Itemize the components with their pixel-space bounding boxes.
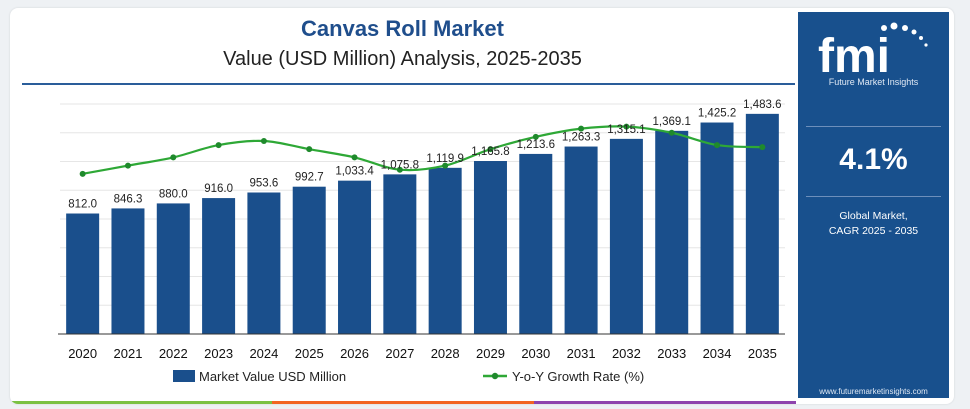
- bar: [338, 180, 372, 334]
- x-tick-label: 2031: [567, 346, 596, 361]
- bar-value-label: 953.6: [250, 177, 279, 189]
- x-tick-label: 2023: [204, 346, 233, 361]
- x-tick-label: 2034: [703, 346, 732, 361]
- cagr-label-line1: Global Market,: [839, 210, 908, 222]
- x-tick-label: 2032: [612, 346, 641, 361]
- bar: [519, 153, 553, 334]
- bar-value-label: 1,119.9: [426, 153, 464, 165]
- bar-value-label: 1,483.6: [743, 99, 781, 111]
- x-tick-label: 2033: [657, 346, 686, 361]
- website-url[interactable]: www.futuremarketinsights.com: [819, 387, 928, 396]
- x-tick-label: 2030: [521, 346, 550, 361]
- cagr-label-line2: CAGR 2025 - 2035: [828, 225, 919, 237]
- brand-logo: fmi Future Market Insights: [808, 20, 939, 92]
- legend-bar-swatch: [173, 370, 195, 382]
- growth-rate-point: [215, 142, 222, 149]
- bar: [655, 130, 689, 334]
- growth-rate-point: [396, 166, 403, 173]
- growth-rate-point: [79, 170, 86, 177]
- accent-strip-purple: [534, 401, 796, 404]
- cagr-value: 4.1%: [839, 143, 908, 176]
- bar: [247, 192, 281, 334]
- x-tick-label: 2026: [340, 346, 369, 361]
- accent-strip-green: [10, 401, 272, 404]
- panel-divider-middle: [806, 196, 941, 197]
- chart-title: Canvas Roll Market: [301, 16, 504, 41]
- x-tick-label: 2025: [295, 346, 324, 361]
- chart-card: Canvas Roll Market Value (USD Million) A…: [10, 8, 954, 404]
- growth-rate-point: [487, 146, 494, 153]
- chart-header: Canvas Roll Market Value (USD Million) A…: [10, 8, 795, 86]
- chart-area: 812.0 846.3 880.0 916.0 953.6 992.7 1,033.4 1,0…: [58, 99, 785, 384]
- x-tick-label: 2028: [431, 346, 460, 361]
- header-divider: [22, 83, 795, 85]
- growth-rate-line: [82, 125, 763, 175]
- x-tick-label: 2020: [68, 346, 97, 361]
- x-tick-label: 2029: [476, 346, 505, 361]
- bar: [428, 167, 462, 334]
- logo-text: fmi: [818, 30, 890, 76]
- growth-rate-point: [759, 144, 766, 151]
- bar-value-label: 880.0: [159, 188, 188, 200]
- growth-rate-point: [714, 142, 721, 149]
- bar-value-label: 1,033.4: [335, 166, 374, 178]
- panel-divider-top: [806, 126, 941, 127]
- bar-value-label: 1,213.6: [517, 139, 555, 151]
- bar: [66, 213, 100, 334]
- bar-value-label: 1,369.1: [653, 116, 691, 128]
- bar-value-label: 1,165.8: [471, 146, 509, 158]
- x-tick-label: 2021: [114, 346, 143, 361]
- bar: [700, 122, 734, 334]
- bar: [383, 174, 417, 334]
- bar-value-label: 1,425.2: [698, 108, 736, 120]
- x-tick-label: 2024: [249, 346, 278, 361]
- growth-rate-point: [623, 123, 630, 130]
- growth-rate-point: [124, 162, 131, 169]
- growth-rate-point: [351, 154, 358, 161]
- cagr-label: Global Market, CAGR 2025 - 2035: [798, 209, 949, 239]
- bar-value-label: 916.0: [204, 183, 233, 195]
- brand-panel: fmi Future Market Insights 4.1% Global M…: [798, 12, 949, 398]
- bar-value-label: 812.0: [68, 199, 97, 211]
- growth-rate-point: [668, 129, 675, 136]
- fmi-logo-icon: fmi: [818, 22, 928, 83]
- accent-strip-orange: [272, 401, 534, 404]
- x-tick-label: 2022: [159, 346, 188, 361]
- bar: [473, 161, 507, 334]
- bar-value-label: 992.7: [295, 172, 324, 184]
- bar: [292, 186, 326, 334]
- logo-subtitle: Future Market Insights: [828, 77, 919, 87]
- growth-rate-point: [306, 146, 313, 153]
- bar: [202, 198, 236, 334]
- bar: [564, 146, 598, 334]
- chart-subtitle: Value (USD Million) Analysis, 2025-2035: [223, 48, 582, 70]
- legend-line-marker: [491, 372, 499, 380]
- growth-rate-point: [260, 137, 267, 144]
- bar-value-label: 846.3: [114, 193, 143, 205]
- legend-line-label: Y-o-Y Growth Rate (%): [512, 369, 644, 384]
- bar: [609, 138, 643, 334]
- bar: [111, 208, 145, 334]
- bar-value-label: 1,263.3: [562, 132, 600, 144]
- growth-rate-point: [442, 162, 449, 169]
- bar: [156, 203, 190, 334]
- x-tick-label: 2027: [385, 346, 414, 361]
- bar: [745, 113, 779, 334]
- bar-value-label: 1,315.1: [607, 124, 645, 136]
- growth-rate-point: [170, 154, 177, 161]
- x-tick-label: 2035: [748, 346, 777, 361]
- growth-rate-point: [532, 133, 539, 140]
- bar-value-label: 1,075.8: [381, 159, 419, 171]
- growth-rate-point: [578, 125, 585, 132]
- legend-bar-label: Market Value USD Million: [199, 369, 346, 384]
